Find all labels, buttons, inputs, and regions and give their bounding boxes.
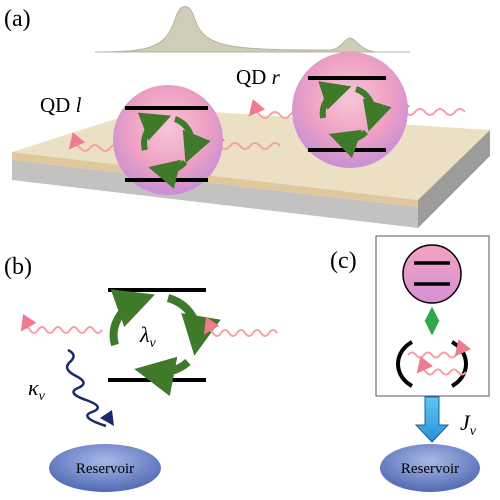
- rate-arrow: [414, 396, 450, 443]
- loop-arrows: [318, 81, 392, 159]
- reservoir: [49, 444, 161, 492]
- qd-name: l: [76, 93, 82, 117]
- subscript: ν: [470, 424, 477, 439]
- decay-label: κν: [28, 375, 46, 404]
- photons: [407, 339, 471, 376]
- qd-prefix: QD: [40, 93, 70, 117]
- photons: [20, 313, 278, 337]
- spectrum: [94, 6, 410, 53]
- qd-left-label: QD l: [40, 93, 82, 117]
- slab-front: [12, 160, 418, 228]
- subscript: ν: [39, 389, 46, 404]
- panel-label: (b): [4, 254, 32, 280]
- cavity-mirror: [395, 340, 414, 388]
- symbol: λ: [139, 322, 150, 347]
- panel-label: (a): [4, 6, 31, 32]
- subscript: ν: [150, 336, 157, 351]
- qd-prefix: QD: [236, 65, 266, 89]
- arrow-head: [100, 410, 114, 426]
- reservoir: [380, 444, 480, 492]
- rate-label: Jν: [460, 410, 477, 439]
- quantum-dot: [402, 244, 462, 304]
- reservoir-label: Reservoir: [76, 461, 134, 477]
- reservoir-label: Reservoir: [401, 461, 459, 477]
- quantum-dot: [292, 52, 408, 168]
- symbol: κ: [28, 375, 39, 400]
- loop-arrows: [137, 112, 211, 189]
- qd-right-label: QD r: [236, 65, 281, 89]
- qd-name: r: [272, 65, 281, 89]
- slab-layer: [12, 152, 418, 207]
- coupling-label: λν: [139, 322, 157, 351]
- symbol: J: [460, 410, 471, 435]
- decay-wave: [65, 348, 107, 428]
- slab-side: [418, 130, 490, 228]
- loop-arrows: [109, 289, 221, 397]
- panel-label: (c): [330, 248, 357, 274]
